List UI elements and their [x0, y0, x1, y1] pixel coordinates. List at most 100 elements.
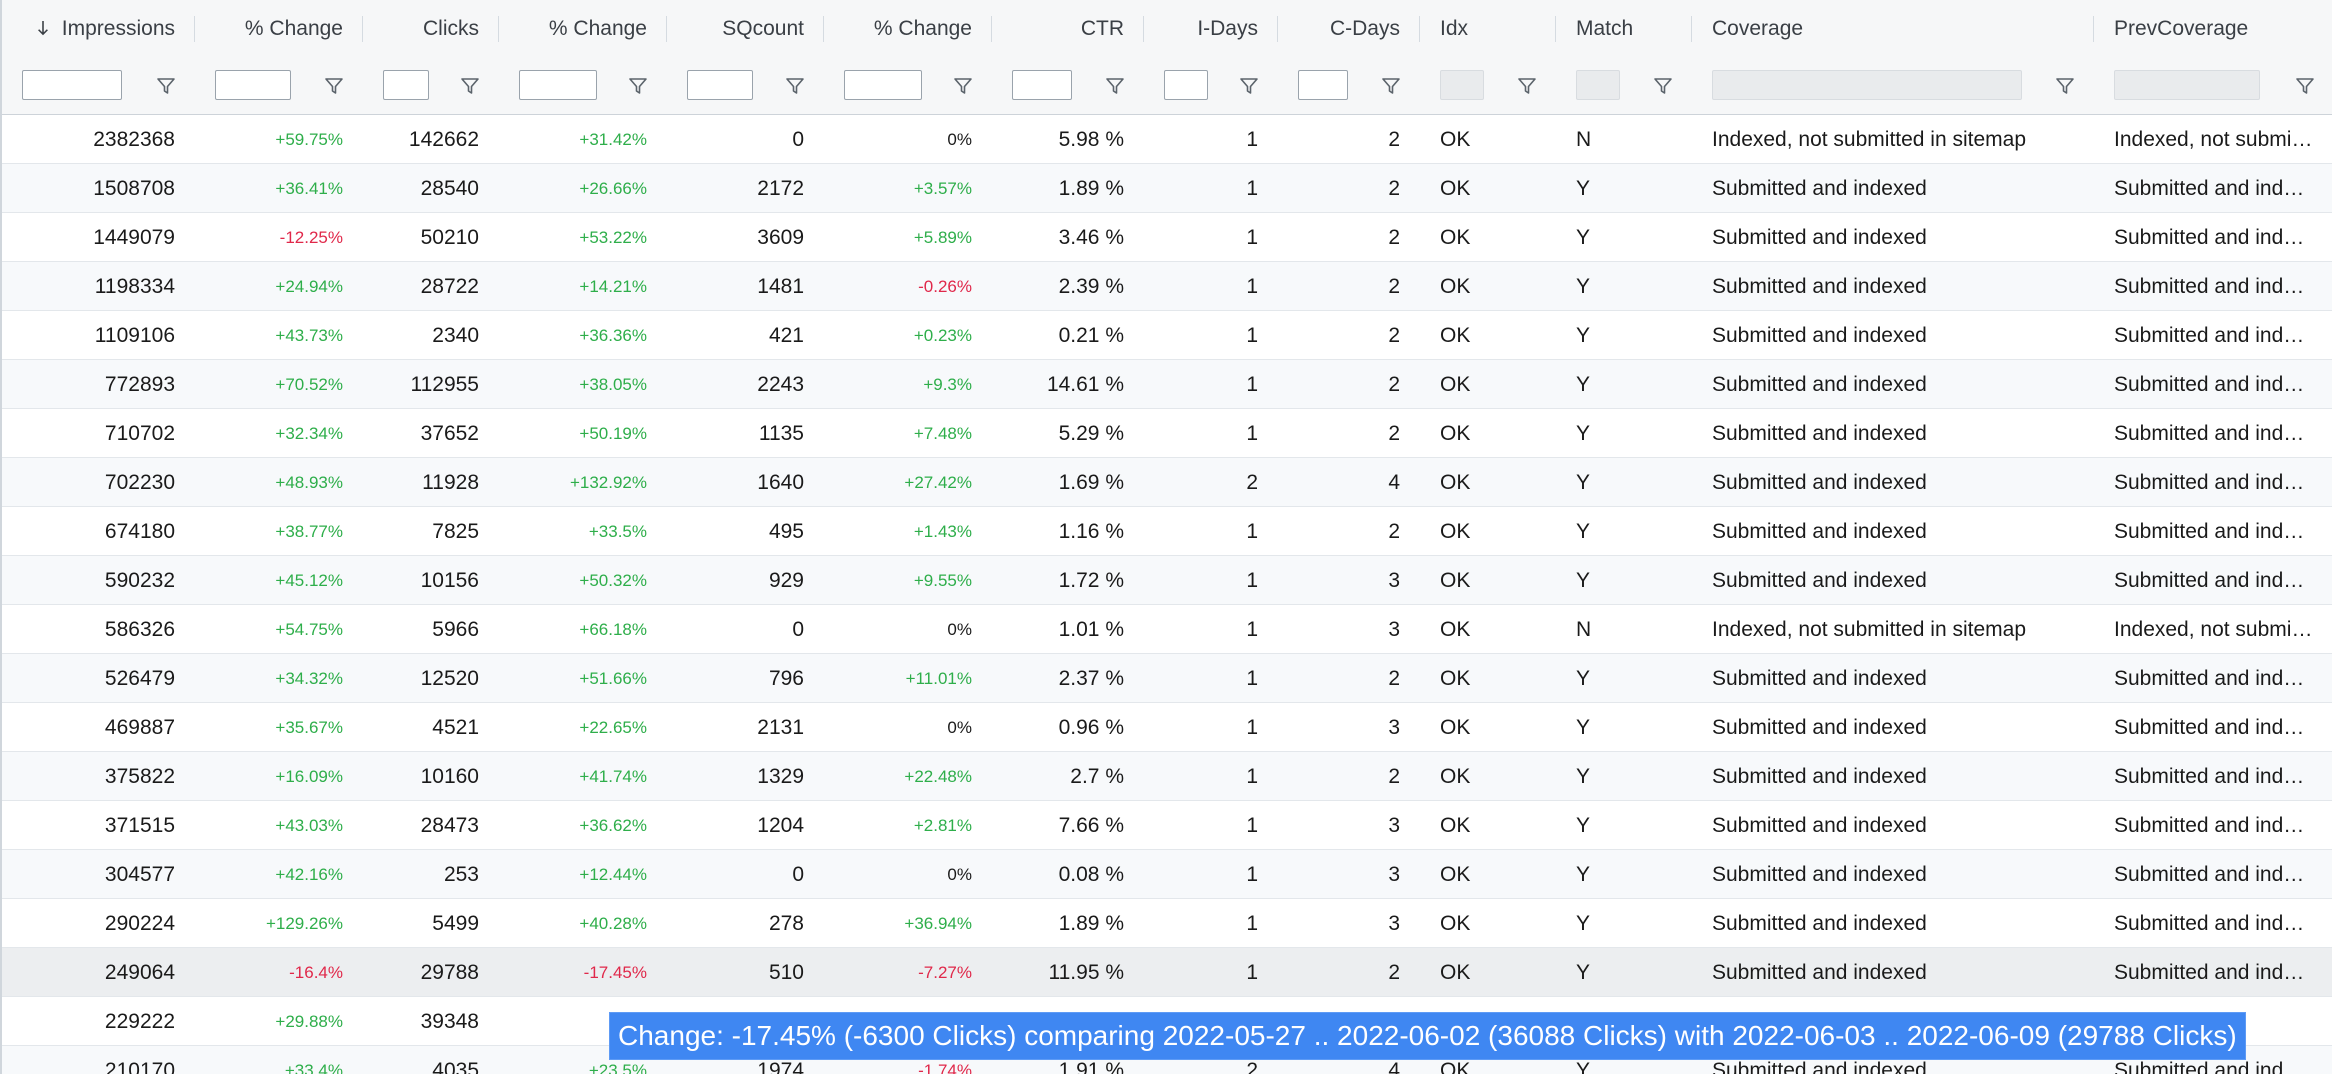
- table-row[interactable]: 1508708 +36.41% 28540 +26.66% 2172 +3.57% 1.89…: [2, 164, 2332, 213]
- filter-funnel-icon[interactable]: [2294, 75, 2316, 97]
- cell-prevcoverage: Indexed, not submi…: [2114, 128, 2313, 151]
- cell-cdays: 2: [1388, 128, 1400, 151]
- cell-match: N: [1576, 128, 1592, 151]
- column-header-match[interactable]: Match: [1556, 0, 1692, 57]
- table-row[interactable]: 1198334 +24.94% 28722 +14.21% 1481 -0.26% 2.39…: [2, 262, 2332, 311]
- table-row[interactable]: 2382368 +59.75% 142662 +31.42% 0 0% 5.98 % 1 2 OK…: [2, 115, 2332, 164]
- cell-impressions: 1109106: [94, 324, 175, 347]
- column-resize-handle[interactable]: [666, 16, 667, 42]
- filter-input-clicks[interactable]: [383, 70, 429, 100]
- column-resize-handle[interactable]: [991, 16, 992, 42]
- cell-clicks_change: +38.05%: [579, 375, 647, 394]
- cell-prevcoverage: Submitted and ind…: [2114, 275, 2305, 298]
- table-row[interactable]: 586326 +54.75% 5966 +66.18% 0 0% 1.01 % 1 3 OK N In…: [2, 605, 2332, 654]
- cell-sq_change: 0%: [947, 718, 972, 737]
- column-header-imp_change[interactable]: % Change: [195, 0, 363, 57]
- column-resize-handle[interactable]: [1555, 16, 1556, 42]
- filter-funnel-icon[interactable]: [459, 75, 481, 97]
- table-row[interactable]: 290224 +129.26% 5499 +40.28% 278 +36.94% 1.89 …: [2, 899, 2332, 948]
- cell-imp_change: +16.09%: [275, 767, 343, 786]
- cell-impressions: 710702: [104, 422, 175, 445]
- cell-match: Y: [1576, 961, 1591, 984]
- cell-sqcount: 1974: [757, 1059, 804, 1074]
- filter-funnel-icon[interactable]: [1104, 75, 1126, 97]
- filter-input-ctr[interactable]: [1012, 70, 1072, 100]
- filter-funnel-icon[interactable]: [2054, 75, 2076, 97]
- filter-funnel-icon[interactable]: [155, 75, 177, 97]
- cell-match: Y: [1576, 1059, 1591, 1074]
- cell-sq_change: +2.81%: [913, 816, 972, 835]
- table-row[interactable]: 371515 +43.03% 28473 +36.62% 1204 +2.81% 7.66 …: [2, 801, 2332, 850]
- cell-ctr: 2.39 %: [1058, 275, 1124, 298]
- filter-input-sq_change[interactable]: [844, 70, 922, 100]
- column-header-coverage[interactable]: Coverage: [1692, 0, 2094, 57]
- column-header-cdays[interactable]: C-Days: [1278, 0, 1420, 57]
- filter-input-idays[interactable]: [1164, 70, 1208, 100]
- cell-clicks: 37652: [420, 422, 479, 445]
- column-resize-handle[interactable]: [194, 16, 195, 42]
- table-row[interactable]: 674180 +38.77% 7825 +33.5% 495 +1.43% 1.16 % 1 2…: [2, 507, 2332, 556]
- column-header-sqcount[interactable]: SQcount: [667, 0, 824, 57]
- cell-sqcount: 510: [768, 961, 804, 984]
- cell-match: Y: [1576, 520, 1591, 543]
- column-resize-handle[interactable]: [2093, 16, 2094, 42]
- column-resize-handle[interactable]: [362, 16, 363, 42]
- cell-idays: 1: [1246, 863, 1258, 886]
- column-resize-handle[interactable]: [1277, 16, 1278, 42]
- filter-funnel-icon[interactable]: [784, 75, 806, 97]
- filter-input-clicks_change[interactable]: [519, 70, 597, 100]
- cell-imp_change: +35.67%: [275, 718, 343, 737]
- table-row[interactable]: 375822 +16.09% 10160 +41.74% 1329 +22.48% 2.7 …: [2, 752, 2332, 801]
- cell-sqcount: 2131: [757, 716, 804, 739]
- filter-funnel-icon[interactable]: [1238, 75, 1260, 97]
- filter-funnel-icon[interactable]: [323, 75, 345, 97]
- column-header-sq_change[interactable]: % Change: [824, 0, 992, 57]
- filter-input-sqcount[interactable]: [687, 70, 753, 100]
- filter-input-imp_change[interactable]: [215, 70, 291, 100]
- cell-sq_change: -7.27%: [918, 963, 972, 982]
- cell-prevcoverage: Submitted and ind…: [2114, 177, 2305, 200]
- cell-sq_change: +7.48%: [913, 424, 972, 443]
- column-header-idays[interactable]: I-Days: [1144, 0, 1278, 57]
- table-row[interactable]: 526479 +34.32% 12520 +51.66% 796 +11.01% 2.37 …: [2, 654, 2332, 703]
- filter-funnel-icon[interactable]: [1516, 75, 1538, 97]
- cell-sqcount: 796: [768, 667, 804, 690]
- column-header-prevcoverage[interactable]: PrevCoverage: [2094, 0, 2332, 57]
- table-row[interactable]: 469887 +35.67% 4521 +22.65% 2131 0% 0.96 % 1 3 OK…: [2, 703, 2332, 752]
- cell-coverage: Submitted and indexed: [1712, 667, 1927, 690]
- cell-match: Y: [1576, 814, 1591, 837]
- filter-funnel-icon[interactable]: [1380, 75, 1402, 97]
- column-resize-handle[interactable]: [498, 16, 499, 42]
- column-header-clicks_change[interactable]: % Change: [499, 0, 667, 57]
- table-row[interactable]: 702230 +48.93% 11928 +132.92% 1640 +27.42% 1.6…: [2, 458, 2332, 507]
- column-header-ctr[interactable]: CTR: [992, 0, 1144, 57]
- column-resize-handle[interactable]: [823, 16, 824, 42]
- filter-funnel-icon[interactable]: [1652, 75, 1674, 97]
- column-header-impressions[interactable]: Impressions: [2, 0, 195, 57]
- table-row[interactable]: 772893 +70.52% 112955 +38.05% 2243 +9.3% 14.61…: [2, 360, 2332, 409]
- filter-input-impressions[interactable]: [22, 70, 122, 100]
- cell-match: Y: [1576, 569, 1591, 592]
- table-row[interactable]: 1449079 -12.25% 50210 +53.22% 3609 +5.89% 3.46…: [2, 213, 2332, 262]
- column-header-idx[interactable]: Idx: [1420, 0, 1556, 57]
- column-header-label: % Change: [244, 17, 343, 40]
- filter-funnel-icon[interactable]: [952, 75, 974, 97]
- cell-coverage: Submitted and indexed: [1712, 520, 1927, 543]
- cell-sqcount: 0: [792, 128, 804, 151]
- table-row[interactable]: 249064 -16.4% 29788 -17.45% 510 -7.27% 11.95 %…: [2, 948, 2332, 997]
- cell-sqcount: 1329: [757, 765, 804, 788]
- filter-cell-sq_change: [824, 57, 992, 114]
- table-row[interactable]: 590232 +45.12% 10156 +50.32% 929 +9.55% 1.72 %…: [2, 556, 2332, 605]
- table-row[interactable]: 710702 +32.34% 37652 +50.19% 1135 +7.48% 5.29 …: [2, 409, 2332, 458]
- filter-funnel-icon[interactable]: [627, 75, 649, 97]
- column-resize-handle[interactable]: [1143, 16, 1144, 42]
- cell-cdays: 3: [1388, 912, 1400, 935]
- table-row[interactable]: 1109106 +43.73% 2340 +36.36% 421 +0.23% 0.21 %…: [2, 311, 2332, 360]
- cell-clicks: 28540: [420, 177, 479, 200]
- filter-input-cdays[interactable]: [1298, 70, 1348, 100]
- column-resize-handle[interactable]: [1419, 16, 1420, 42]
- cell-cdays: 2: [1388, 226, 1400, 249]
- column-resize-handle[interactable]: [1691, 16, 1692, 42]
- column-header-clicks[interactable]: Clicks: [363, 0, 499, 57]
- table-row[interactable]: 304577 +42.16% 253 +12.44% 0 0% 0.08 % 1 3 OK Y Sub…: [2, 850, 2332, 899]
